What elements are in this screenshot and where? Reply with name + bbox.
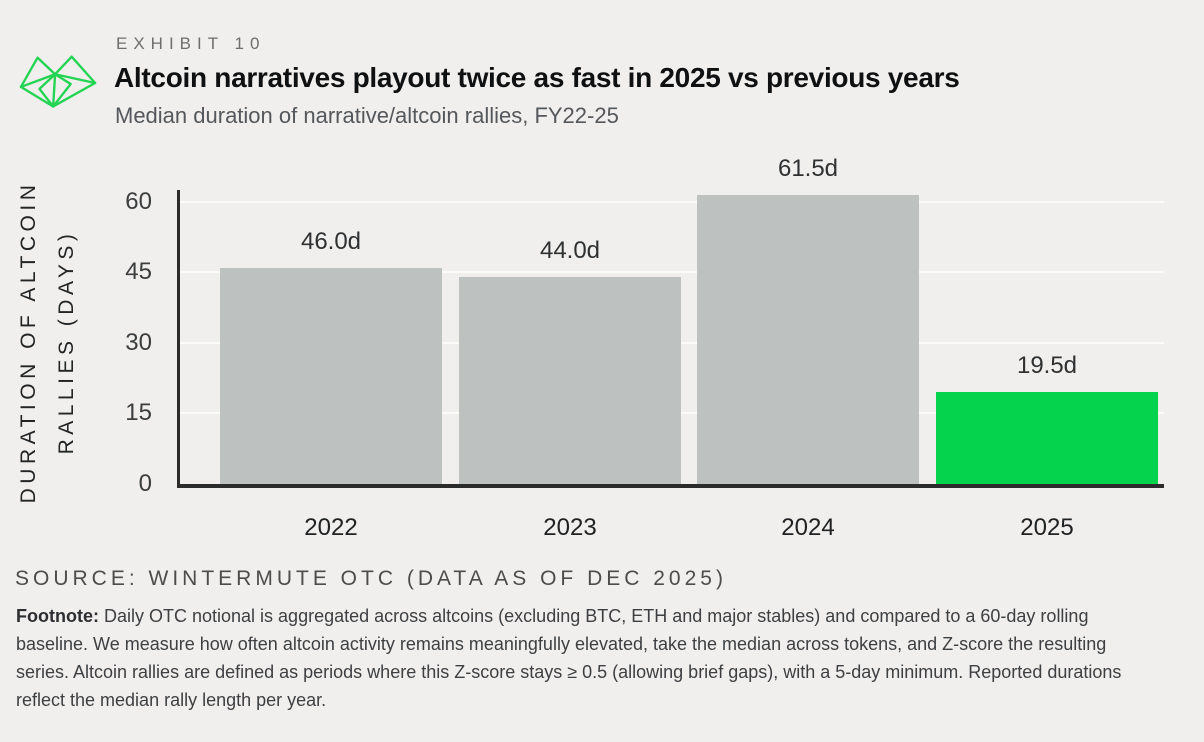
bar-2023 bbox=[459, 277, 681, 484]
chart-subtitle: Median duration of narrative/altcoin ral… bbox=[115, 103, 619, 128]
y-tick-label-45: 45 bbox=[125, 258, 152, 286]
footnote-text: Daily OTC notional is aggregated across … bbox=[16, 606, 1122, 710]
y-axis-ticks: 0 15 30 45 60 bbox=[0, 187, 152, 495]
x-tick-label-2022: 2022 bbox=[304, 514, 358, 541]
gridline-60 bbox=[180, 200, 1164, 203]
y-tick-label-15: 15 bbox=[125, 399, 152, 427]
bar-value-label-2024: 61.5d bbox=[777, 154, 839, 182]
bar-value-label-2025: 19.5d bbox=[1016, 352, 1078, 380]
bar-value-label-2023: 44.0d bbox=[539, 237, 601, 265]
gridline-45 bbox=[180, 271, 1164, 274]
x-tick-label-2025: 2025 bbox=[1020, 514, 1074, 541]
wintermute-logo-icon bbox=[19, 55, 97, 108]
bar-2024 bbox=[697, 194, 919, 484]
y-tick-label-60: 60 bbox=[125, 187, 152, 215]
footnote-label: Footnote: bbox=[16, 606, 99, 626]
bar-value-label-2022: 46.0d bbox=[300, 227, 362, 255]
chart-title: Altcoin narratives playout twice as fast… bbox=[114, 62, 960, 93]
x-axis-labels: 2022 2023 2024 2025 bbox=[180, 506, 1167, 546]
x-tick-label-2023: 2023 bbox=[543, 514, 597, 541]
source-line: SOURCE: WINTERMUTE OTC (DATA AS OF DEC 2… bbox=[15, 567, 727, 590]
x-tick-label-2024: 2024 bbox=[781, 514, 835, 541]
footnote: Footnote: Daily OTC notional is aggregat… bbox=[16, 602, 1146, 714]
y-tick-label-30: 30 bbox=[125, 328, 152, 356]
exhibit-label: EXHIBIT 10 bbox=[116, 34, 266, 53]
bar-2025 bbox=[936, 392, 1158, 484]
bar-2022 bbox=[220, 267, 442, 484]
plot-area: 46.0d 44.0d 61.5d 19.5d bbox=[177, 156, 1164, 488]
y-tick-label-0: 0 bbox=[138, 470, 152, 497]
